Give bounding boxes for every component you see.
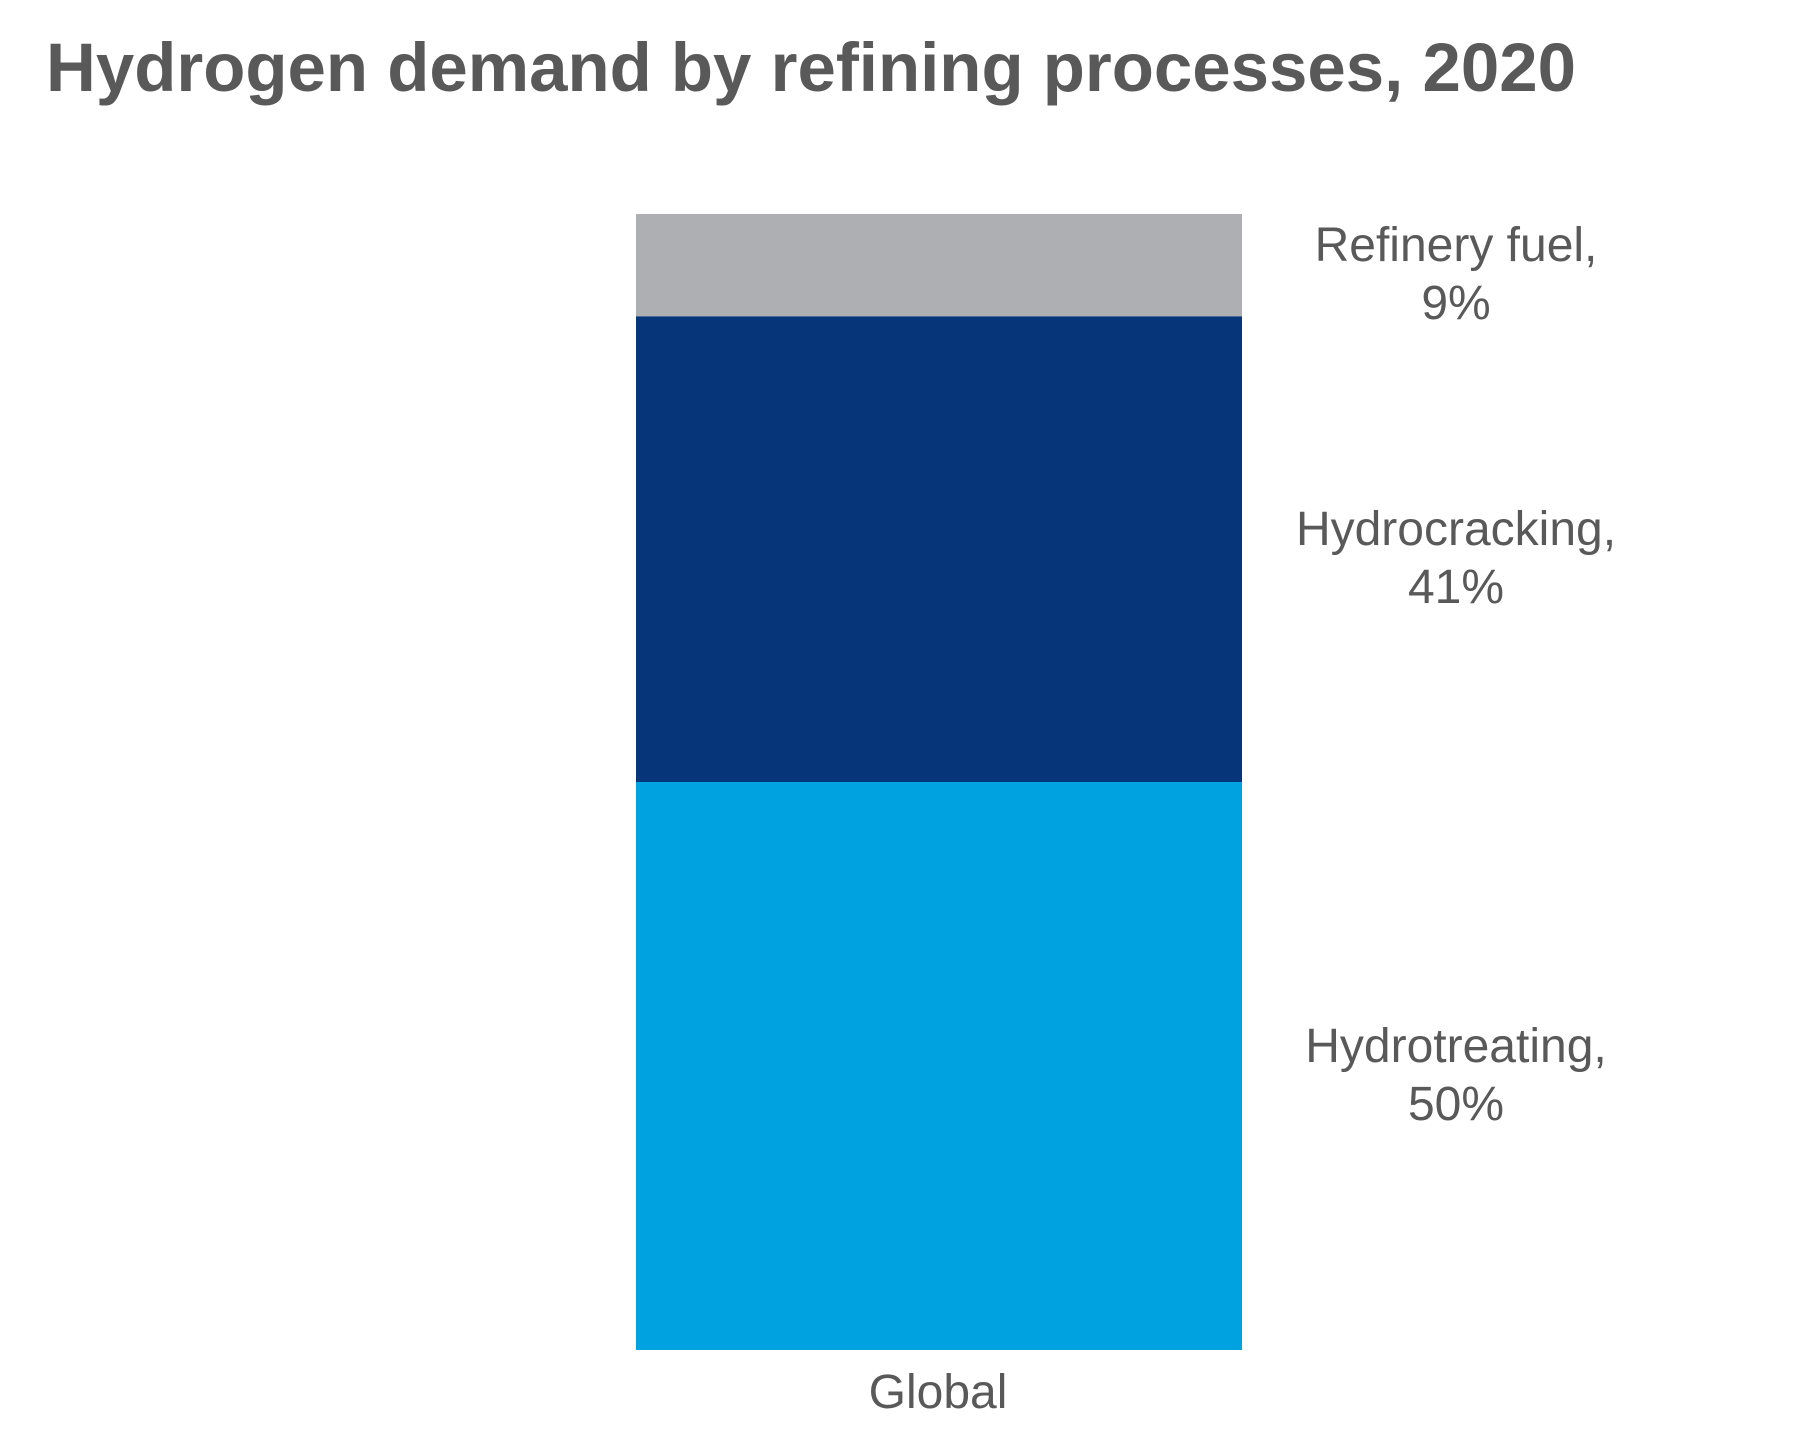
data-label-name-hydrocracking: Hydrocracking, bbox=[1296, 503, 1616, 556]
data-label-refinery-fuel: Refinery fuel, 9% bbox=[1315, 219, 1598, 330]
data-label-value-refinery-fuel: 9% bbox=[1421, 277, 1490, 330]
data-label-value-hydrotreating: 50% bbox=[1408, 1078, 1504, 1131]
bar-segment-refinery-fuel bbox=[636, 214, 1242, 317]
bar-segment-hydrocracking bbox=[636, 316, 1242, 782]
data-label-hydrotreating: Hydrotreating, 50% bbox=[1305, 1020, 1606, 1131]
data-label-value-hydrocracking: 41% bbox=[1408, 561, 1504, 614]
data-label-name-refinery-fuel: Refinery fuel, bbox=[1315, 219, 1598, 272]
bar-segment-hydrotreating bbox=[636, 782, 1242, 1350]
data-label-hydrocracking: Hydrocracking, 41% bbox=[1296, 503, 1616, 614]
category-label-global: Global bbox=[869, 1366, 1008, 1419]
data-label-name-hydrotreating: Hydrotreating, bbox=[1305, 1020, 1606, 1073]
chart-title: Hydrogen demand by refining processes, 2… bbox=[46, 29, 1576, 106]
